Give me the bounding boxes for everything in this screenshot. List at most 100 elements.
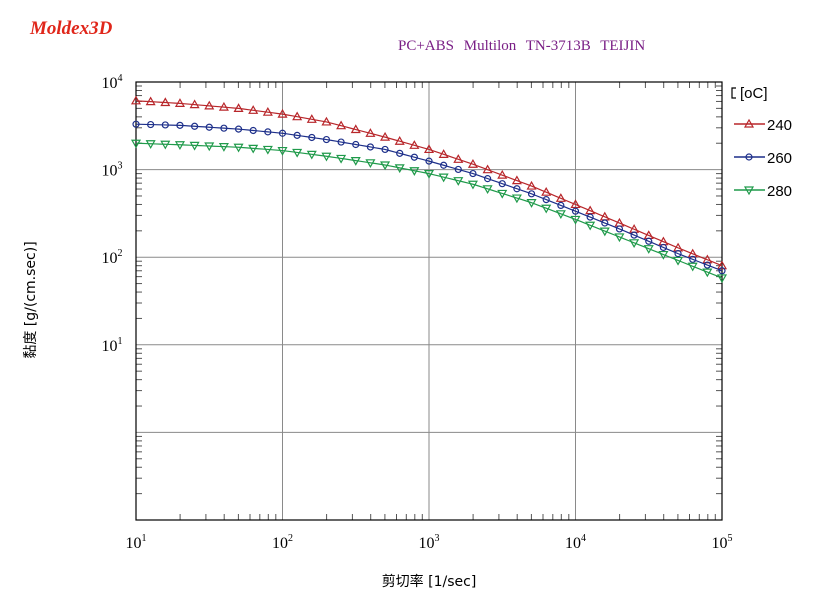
data-point-280 [409, 167, 420, 176]
y-axis-title: 黏度 [g/(cm.sec)] [23, 241, 39, 358]
data-point-240 [321, 116, 332, 126]
x-tick-labels: 101 102 103 104 105 [126, 533, 733, 552]
data-point-240 [526, 180, 537, 190]
grid-lines [136, 82, 722, 520]
data-point-260 [484, 175, 492, 183]
data-point-280 [673, 256, 684, 266]
data-point-280 [570, 215, 581, 225]
x-tick-base: 10 [419, 535, 435, 552]
data-point-280 [248, 144, 259, 154]
material-label: PC+ABS Multilon TN-3713B TEIJIN [398, 38, 646, 54]
x-axis-title: 剪切率 [1/sec] [382, 573, 477, 590]
x-tick-exponent: 4 [581, 533, 586, 544]
plot-frame [135, 81, 723, 521]
data-point-240 [409, 140, 420, 149]
data-point-260 [527, 190, 536, 198]
series-280 [130, 139, 728, 284]
brand-logo-text: Moldex3D [30, 18, 113, 39]
data-point-260 [557, 201, 565, 210]
data-point-260 [220, 124, 228, 132]
data-point-260 [703, 261, 711, 269]
data-point-260 [615, 225, 624, 233]
x-tick-base: 10 [565, 535, 581, 552]
data-point-280 [453, 177, 464, 186]
data-point-260 [469, 169, 477, 178]
data-point-280 [585, 221, 596, 231]
data-point-240 [350, 124, 361, 134]
x-tick-label: 105 [712, 533, 733, 552]
y-tick-base: 10 [102, 250, 118, 267]
data-point-240 [336, 120, 347, 130]
data-point-240 [482, 164, 493, 174]
data-point-280 [145, 140, 156, 149]
series-layer [130, 95, 728, 284]
data-point-260 [689, 255, 697, 263]
series-240 [130, 95, 728, 270]
data-point-280 [277, 146, 288, 156]
data-point-260 [718, 267, 726, 275]
data-point-240 [204, 100, 215, 110]
data-point-240 [511, 175, 522, 185]
legend: [oC] 240 260 280 [731, 85, 792, 200]
data-point-280 [204, 142, 215, 152]
data-point-280 [658, 250, 669, 260]
data-point-280 [599, 227, 610, 237]
data-point-260 [396, 149, 404, 157]
data-point-240 [716, 260, 728, 270]
data-point-240 [262, 106, 273, 116]
y-tick-exponent: 1 [118, 336, 123, 347]
x-tick-exponent: 3 [435, 533, 440, 544]
data-point-280 [511, 194, 522, 204]
data-point-260 [132, 120, 140, 128]
data-point-280 [160, 140, 171, 150]
data-point-280 [292, 148, 303, 158]
data-point-240 [380, 131, 391, 141]
data-point-240 [453, 154, 464, 163]
y-tick-base: 10 [102, 163, 118, 180]
data-point-280 [130, 139, 142, 149]
data-point-280 [321, 152, 332, 162]
y-tick-base: 10 [102, 338, 118, 355]
legend-bracket-icon [731, 87, 736, 99]
data-point-260 [513, 185, 521, 193]
x-tick-label: 102 [272, 533, 293, 552]
data-point-280 [350, 157, 361, 166]
legend-item-280: 280 [734, 183, 792, 200]
data-point-260 [645, 237, 653, 245]
data-point-240 [248, 105, 259, 114]
x-tick-label: 103 [419, 533, 440, 552]
data-point-260 [176, 121, 184, 129]
data-point-240 [145, 96, 156, 106]
series-line-280 [135, 142, 723, 279]
legend-label: 240 [767, 117, 792, 134]
data-point-280 [174, 141, 185, 150]
data-point-260 [630, 231, 638, 239]
data-point-260 [601, 219, 609, 227]
legend-label: 280 [767, 183, 792, 200]
data-point-240 [218, 101, 229, 111]
data-point-240 [174, 98, 185, 107]
data-point-280 [394, 164, 405, 174]
data-point-260 [293, 131, 301, 139]
data-point-240 [467, 159, 478, 168]
data-point-240 [423, 144, 435, 154]
data-point-260 [440, 161, 448, 169]
data-point-280 [467, 180, 478, 190]
data-point-280 [482, 185, 493, 195]
data-point-260 [381, 145, 389, 154]
data-point-260 [410, 153, 418, 161]
data-point-280 [233, 143, 244, 153]
x-tick-base: 10 [272, 535, 288, 552]
data-point-260 [425, 157, 433, 165]
y-tick-exponent: 3 [118, 161, 123, 172]
data-point-280 [526, 199, 537, 208]
data-point-260 [586, 213, 594, 221]
data-point-280 [716, 274, 728, 284]
data-point-240 [292, 111, 303, 121]
series-line-240 [135, 100, 723, 267]
y-tick-label: 104 [102, 73, 123, 92]
data-point-260 [191, 122, 199, 130]
data-point-240 [570, 199, 581, 209]
y-tick-label: 102 [102, 248, 123, 267]
